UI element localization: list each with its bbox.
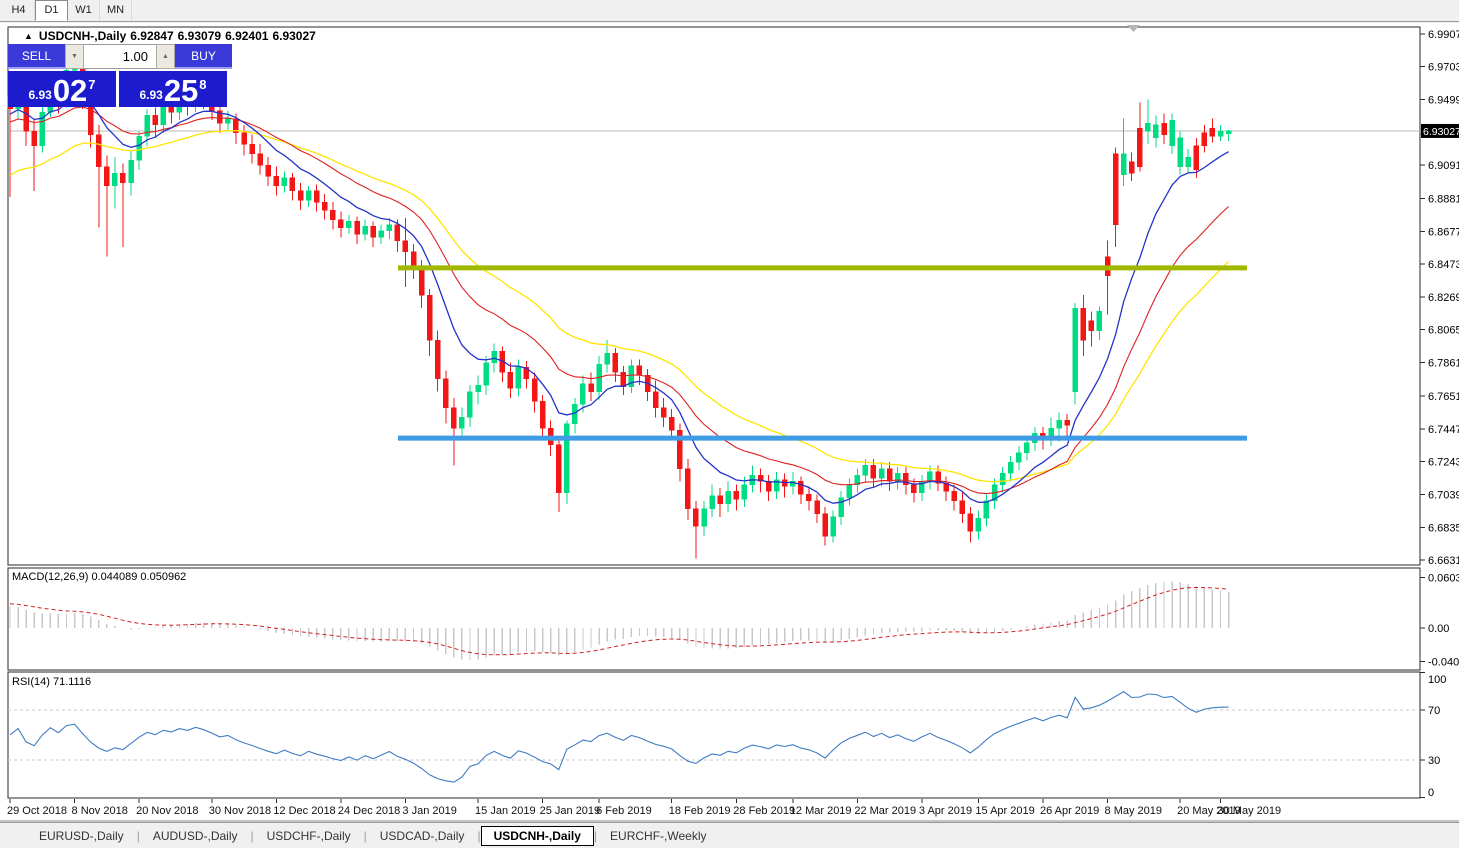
volume-input[interactable] <box>84 44 156 69</box>
volume-increase-button[interactable]: ▲ <box>156 44 175 69</box>
ohlc-close-value: 6.93027 <box>272 29 316 43</box>
chart-title: ▲ USDCNH-,Daily 6.92847 6.93079 6.92401 6.930… <box>24 29 320 43</box>
timeframe-d1-button[interactable]: D1 <box>35 0 68 21</box>
volume-control: ▼ ▲ <box>65 44 175 69</box>
tab-separator: | <box>250 828 254 843</box>
timeframe-h4-button[interactable]: H4 <box>3 0 35 21</box>
tab-separator: | <box>593 828 598 843</box>
bottom-tab-usdchf-daily[interactable]: USDCHF-,Daily <box>266 828 351 843</box>
macd-indicator-label: MACD(12,26,9) 0.044089 0.050962 <box>12 571 187 583</box>
ohlc-open-value: 6.92847 <box>130 29 174 43</box>
sell-price-prefix: 6.93 <box>28 88 52 102</box>
chart-title-marker-icon: ▲ <box>24 31 33 41</box>
bottom-tab-usdcnh-daily[interactable]: USDCNH-,Daily <box>480 825 594 846</box>
trade-panel-controls: SELL ▼ ▲ BUY <box>8 44 232 69</box>
buy-button[interactable]: BUY <box>175 44 232 69</box>
timeframe-mn-button[interactable]: MN <box>100 0 132 21</box>
sell-price-pip-digit: 7 <box>88 77 96 92</box>
volume-decrease-button[interactable]: ▼ <box>65 44 84 69</box>
trade-panel-prices: 6.93 02 7 6.93 25 8 <box>8 71 227 107</box>
chart-window <box>0 23 1459 822</box>
ohlc-low-value: 6.92401 <box>225 29 269 43</box>
tab-separator: | <box>363 828 367 843</box>
timeframe-toolbar: H4 D1 W1 MN <box>0 0 1459 22</box>
bottom-tab-usdcad-daily[interactable]: USDCAD-,Daily <box>379 828 465 843</box>
buy-price-pip-digit: 8 <box>199 77 207 92</box>
sell-price-panel[interactable]: 6.93 02 7 <box>8 71 116 107</box>
bottom-tab-eurusd-daily[interactable]: EURUSD-,Daily <box>39 828 124 843</box>
sell-button[interactable]: SELL <box>8 44 65 69</box>
chart-tab-bar: EURUSD-,Daily | AUDUSD-,Daily | USDCHF-,Dail… <box>0 822 1459 848</box>
one-click-trading-panel: SELL ▼ ▲ BUY 6.93 02 7 6.93 25 8 <box>8 44 232 107</box>
ohlc-high-value: 6.93079 <box>177 29 222 43</box>
chart-symbol-label: USDCNH-,Daily <box>38 29 127 43</box>
buy-price-big-digits: 25 <box>163 73 199 108</box>
tab-separator: | <box>136 828 140 843</box>
sell-price-big-digits: 02 <box>52 73 88 108</box>
timeframe-w1-button[interactable]: W1 <box>68 0 100 21</box>
rsi-indicator-label: RSI(14) 71.1116 <box>12 676 92 688</box>
buy-price-prefix: 6.93 <box>139 88 163 102</box>
bottom-tab-eurchf-weekly[interactable]: EURCHF-,Weekly <box>610 828 707 843</box>
tab-separator: | <box>477 828 481 843</box>
bottom-tab-audusd-daily[interactable]: AUDUSD-,Daily <box>152 828 238 843</box>
buy-price-panel[interactable]: 6.93 25 8 <box>119 71 227 107</box>
